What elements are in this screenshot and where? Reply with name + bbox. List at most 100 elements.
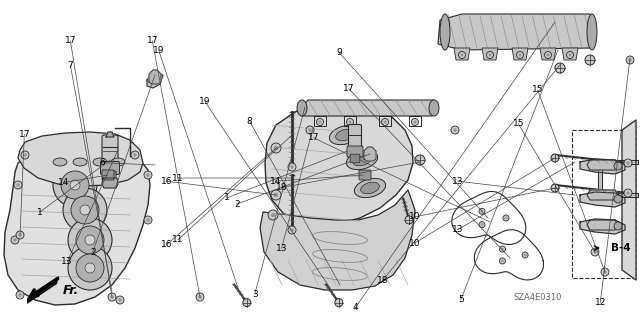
Circle shape xyxy=(288,163,296,171)
Text: 14: 14 xyxy=(58,178,70,187)
Ellipse shape xyxy=(335,129,355,141)
Circle shape xyxy=(18,233,22,237)
FancyBboxPatch shape xyxy=(349,124,362,150)
Circle shape xyxy=(524,254,527,256)
Circle shape xyxy=(381,118,388,125)
Polygon shape xyxy=(454,48,470,60)
Circle shape xyxy=(614,162,622,170)
Circle shape xyxy=(566,51,573,58)
Circle shape xyxy=(614,195,622,203)
Circle shape xyxy=(481,223,483,226)
Polygon shape xyxy=(622,120,636,280)
Circle shape xyxy=(16,183,20,187)
Circle shape xyxy=(624,159,632,167)
Circle shape xyxy=(317,118,323,125)
Circle shape xyxy=(133,153,137,157)
Text: 18: 18 xyxy=(276,183,287,192)
Ellipse shape xyxy=(353,154,371,166)
Circle shape xyxy=(196,293,204,301)
Circle shape xyxy=(458,51,465,58)
Polygon shape xyxy=(149,70,161,84)
Text: 16: 16 xyxy=(161,241,172,249)
Text: 17: 17 xyxy=(147,36,158,45)
Circle shape xyxy=(68,218,112,262)
Polygon shape xyxy=(562,48,578,60)
Text: 3: 3 xyxy=(252,290,257,299)
Text: 8: 8 xyxy=(247,117,252,126)
Circle shape xyxy=(13,238,17,242)
Circle shape xyxy=(116,296,124,304)
FancyBboxPatch shape xyxy=(359,170,371,180)
Polygon shape xyxy=(106,132,114,137)
Text: 13: 13 xyxy=(452,177,463,186)
Text: 12: 12 xyxy=(595,298,606,307)
Polygon shape xyxy=(260,190,415,290)
Polygon shape xyxy=(18,132,143,186)
Circle shape xyxy=(522,252,528,258)
Circle shape xyxy=(626,191,630,195)
Circle shape xyxy=(146,173,150,177)
FancyArrowPatch shape xyxy=(594,246,598,250)
Circle shape xyxy=(479,222,485,228)
Circle shape xyxy=(146,218,150,222)
Text: 9: 9 xyxy=(337,48,342,57)
Polygon shape xyxy=(27,276,59,304)
FancyBboxPatch shape xyxy=(350,154,360,163)
Circle shape xyxy=(108,293,116,301)
Circle shape xyxy=(479,208,485,214)
Circle shape xyxy=(614,222,622,230)
FancyBboxPatch shape xyxy=(100,161,120,174)
Circle shape xyxy=(110,295,114,299)
Circle shape xyxy=(460,53,463,56)
Circle shape xyxy=(451,126,459,134)
Polygon shape xyxy=(600,160,638,164)
Text: 2: 2 xyxy=(90,248,95,256)
Circle shape xyxy=(68,246,112,290)
Polygon shape xyxy=(438,14,595,50)
Polygon shape xyxy=(600,193,638,197)
Circle shape xyxy=(290,165,294,169)
Text: 15: 15 xyxy=(513,119,524,128)
Circle shape xyxy=(415,155,425,165)
Ellipse shape xyxy=(440,14,450,50)
Circle shape xyxy=(481,210,483,213)
Circle shape xyxy=(268,210,278,220)
Text: SZA4E0310: SZA4E0310 xyxy=(514,293,562,301)
Circle shape xyxy=(274,146,278,150)
Circle shape xyxy=(624,189,632,197)
Circle shape xyxy=(16,231,24,239)
Circle shape xyxy=(16,291,24,299)
Circle shape xyxy=(198,295,202,299)
Text: 1: 1 xyxy=(225,193,230,202)
Circle shape xyxy=(346,118,353,125)
Circle shape xyxy=(144,171,152,179)
Text: 17: 17 xyxy=(65,36,76,45)
Polygon shape xyxy=(540,48,556,60)
Ellipse shape xyxy=(111,158,125,166)
Circle shape xyxy=(453,128,457,132)
Text: 19: 19 xyxy=(153,46,164,55)
Circle shape xyxy=(63,188,107,232)
Circle shape xyxy=(70,180,80,190)
Polygon shape xyxy=(587,220,618,230)
Text: 18: 18 xyxy=(377,276,388,285)
Text: 17: 17 xyxy=(343,84,355,93)
FancyBboxPatch shape xyxy=(347,146,363,157)
Circle shape xyxy=(501,260,504,262)
Polygon shape xyxy=(580,159,625,174)
Text: B-4: B-4 xyxy=(611,243,630,253)
Circle shape xyxy=(503,215,509,221)
Circle shape xyxy=(518,53,522,56)
Circle shape xyxy=(61,171,89,199)
Text: 5: 5 xyxy=(458,295,463,304)
Circle shape xyxy=(348,121,351,123)
Polygon shape xyxy=(587,190,618,200)
Circle shape xyxy=(486,51,493,58)
Text: 2: 2 xyxy=(234,200,239,209)
Circle shape xyxy=(80,205,90,215)
Circle shape xyxy=(516,51,524,58)
Circle shape xyxy=(53,163,97,207)
Text: 19: 19 xyxy=(199,97,211,106)
Circle shape xyxy=(604,270,607,274)
Circle shape xyxy=(243,299,251,307)
